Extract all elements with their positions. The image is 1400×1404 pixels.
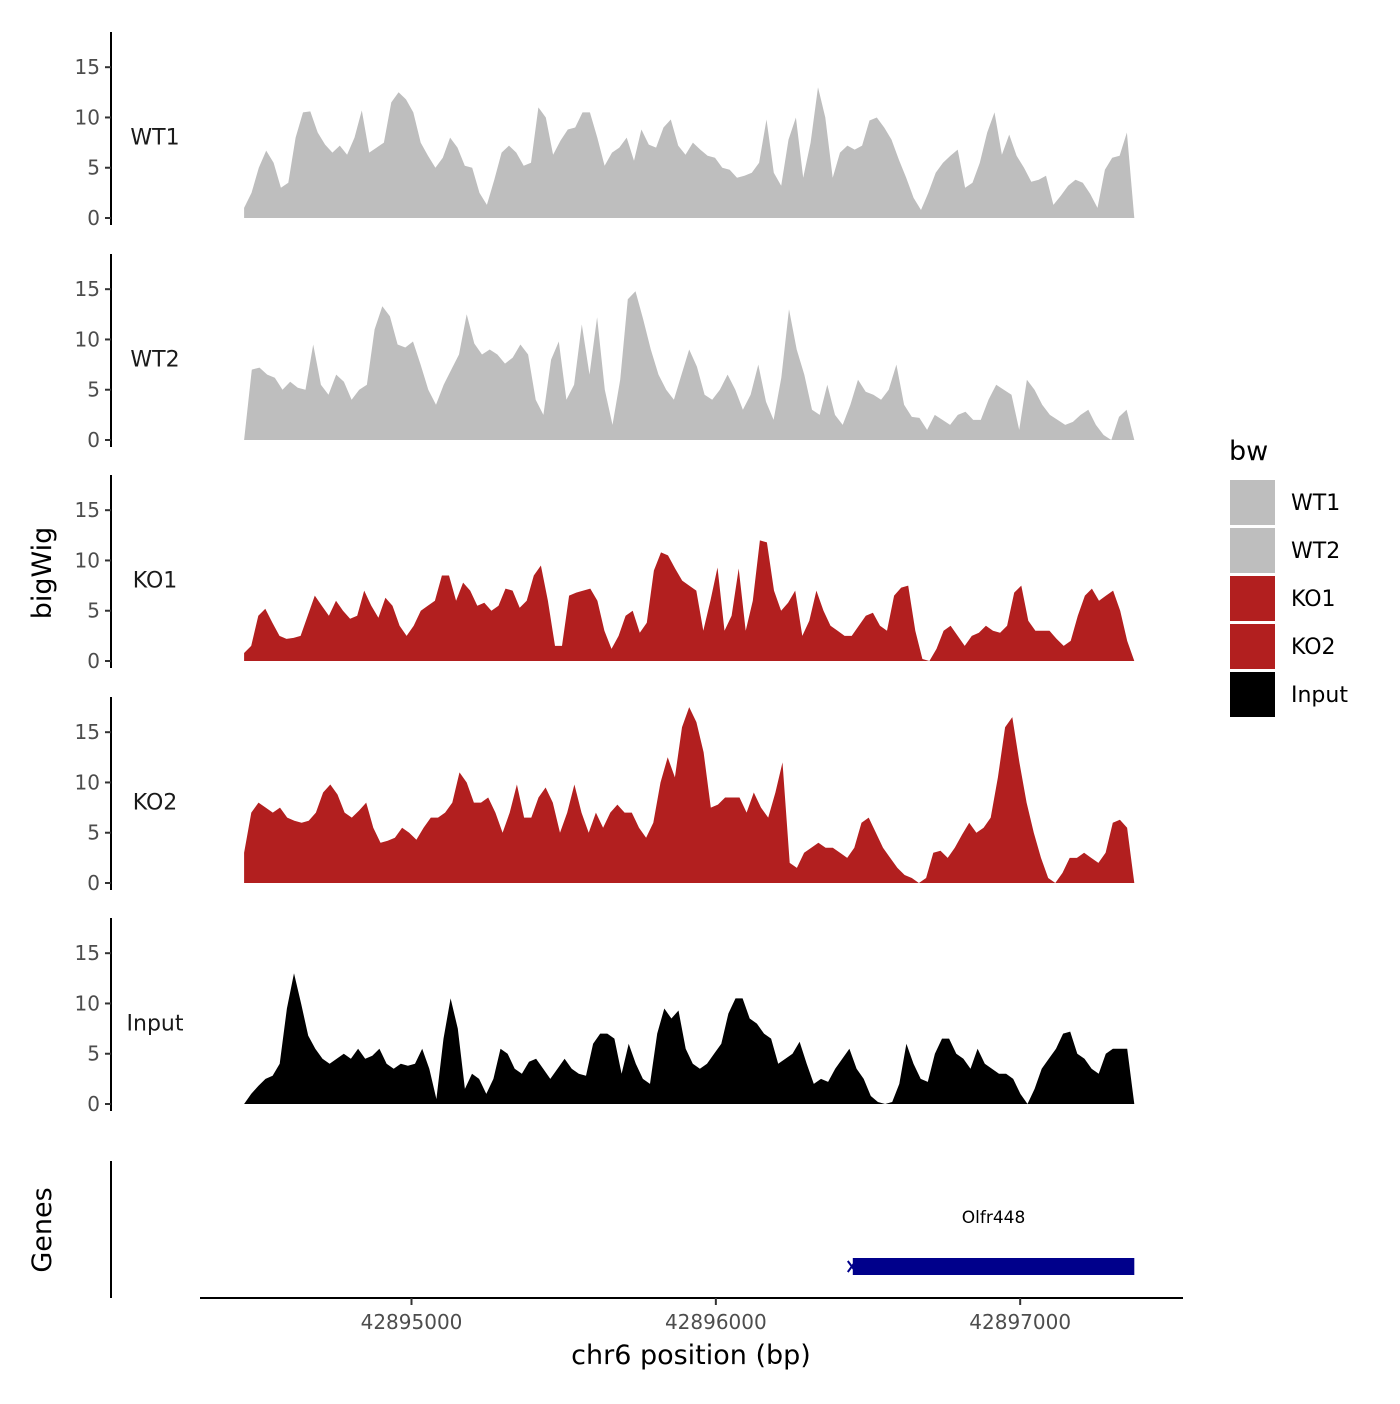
track-ko1: 0 5 10 15 KO1 [75,475,1135,673]
y-tick-label: 5 [87,378,100,402]
strand-arrow-icon [846,1260,857,1273]
legend-swatch [1230,672,1275,717]
legend-label: KO1 [1291,587,1336,612]
gene-body [852,1258,1135,1275]
legend-swatch [1230,480,1275,525]
track-label: WT1 [130,126,179,151]
x-ticks: 42895000 42896000 42897000 [361,1298,1071,1334]
legend-swatch [1230,528,1275,573]
legend-swatch [1230,624,1275,669]
legend-item-wt2: WT2 [1230,528,1340,573]
y-tick-label: 10 [75,991,100,1015]
legend-label: WT2 [1291,539,1340,564]
coverage-area-wt2 [244,291,1135,440]
coverage-area-wt1 [244,87,1135,218]
y-tick-label: 15 [75,55,100,79]
legend-swatch [1230,576,1275,621]
legend-label: WT1 [1291,491,1340,516]
x-axis-title: chr6 position (bp) [571,1340,811,1371]
y-tick-label: 15 [75,720,100,744]
track-label: KO2 [133,791,178,816]
y-tick-label: 10 [75,548,100,572]
gene-panel-title: Genes [27,1187,58,1272]
y-tick-label: 5 [87,1042,100,1066]
y-tick-label: 5 [87,599,100,623]
y-tick-label: 5 [87,156,100,180]
y-tick-label: 15 [75,498,100,522]
legend-title: bw [1229,436,1268,467]
y-tick-label: 10 [75,105,100,129]
x-tick-label: 42896000 [665,1310,767,1334]
track-wt1: 0 5 10 15 WT1 [75,32,1135,230]
x-tick-label: 42897000 [969,1310,1071,1334]
gene-label: Olfr448 [962,1208,1026,1228]
gene-panel: Olfr448 [110,1161,1135,1298]
coverage-area-ko2 [244,707,1135,883]
legend: bw WT1 WT2 KO1 KO2 Input [1229,436,1348,717]
legend-item-input: Input [1230,672,1348,717]
coverage-area-input [244,973,1135,1104]
legend-item-wt1: WT1 [1230,480,1340,525]
track-ko2: 0 5 10 15 KO2 [75,697,1135,895]
legend-items: WT1 WT2 KO1 KO2 Input [1230,480,1348,717]
x-tick-label: 42895000 [361,1310,463,1334]
y-tick-label: 0 [87,871,100,895]
gene-olfr448: Olfr448 [846,1208,1135,1275]
track-label: WT2 [130,348,179,373]
track-wt2: 0 5 10 15 WT2 [75,254,1135,452]
track-panels: 0 5 10 15 WT1 0 5 10 15 WT2 0 5 10 15 KO1 0 5 10 15 KO2 0 5 10… [75,32,1135,1116]
y-axis-title: bigWig [27,527,58,620]
legend-item-ko2: KO2 [1230,624,1336,669]
y-tick-label: 15 [75,277,100,301]
y-tick-label: 0 [87,428,100,452]
y-tick-label: 0 [87,649,100,673]
legend-label: KO2 [1291,635,1336,660]
legend-item-ko1: KO1 [1230,576,1336,621]
track-label: KO1 [133,569,178,594]
y-tick-label: 15 [75,941,100,965]
y-tick-label: 0 [87,206,100,230]
track-input: 0 5 10 15 Input [75,918,1135,1116]
y-tick-label: 5 [87,821,100,845]
track-label: Input [127,1012,184,1037]
y-tick-label: 0 [87,1092,100,1116]
gene-layer: Olfr448 [846,1208,1135,1275]
y-tick-label: 10 [75,770,100,794]
coverage-area-ko1 [244,540,1135,661]
y-tick-label: 10 [75,327,100,351]
x-axis: 42895000 42896000 42897000 [200,1297,1183,1334]
legend-label: Input [1291,683,1348,708]
